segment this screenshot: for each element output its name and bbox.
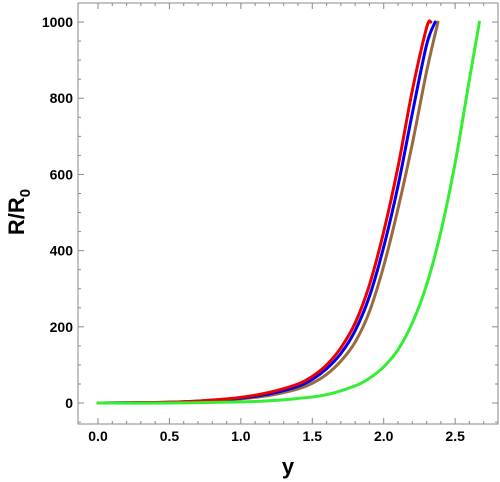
y-tick-label: 600: [50, 166, 74, 182]
y-axis-title-main: R/R: [4, 197, 29, 235]
axes-layer: 0.0 0.5 1.0 1.5 2.0 2.5 0 200 400 600 800 1000: [42, 2, 499, 444]
x-axis-title: y: [282, 454, 295, 479]
series-line-3: [96, 19, 433, 405]
x-tick-label: 2.5: [445, 428, 465, 444]
svg-text:R/R0: R/R0: [4, 189, 34, 235]
series-layer: [96, 19, 481, 405]
plot-frame: [77, 2, 499, 425]
y-tick-label: 1000: [42, 14, 73, 30]
series-line-4: [96, 20, 481, 405]
y-tick-label: 0: [65, 395, 73, 411]
x-tick-label: 0.5: [160, 428, 180, 444]
series-line-2: [96, 20, 437, 405]
y-tick-label: 200: [50, 319, 74, 335]
x-tick-label: 0.0: [88, 428, 108, 444]
y-tick-label: 800: [50, 90, 74, 106]
x-tick-label: 2.0: [374, 428, 394, 444]
x-tick-label: 1.0: [231, 428, 251, 444]
y-axis-title-subscript: 0: [17, 189, 34, 197]
x-tick-label: 1.5: [303, 428, 323, 444]
y-tick-label: 400: [50, 243, 74, 259]
y-axis-title: R/R0: [4, 189, 34, 235]
